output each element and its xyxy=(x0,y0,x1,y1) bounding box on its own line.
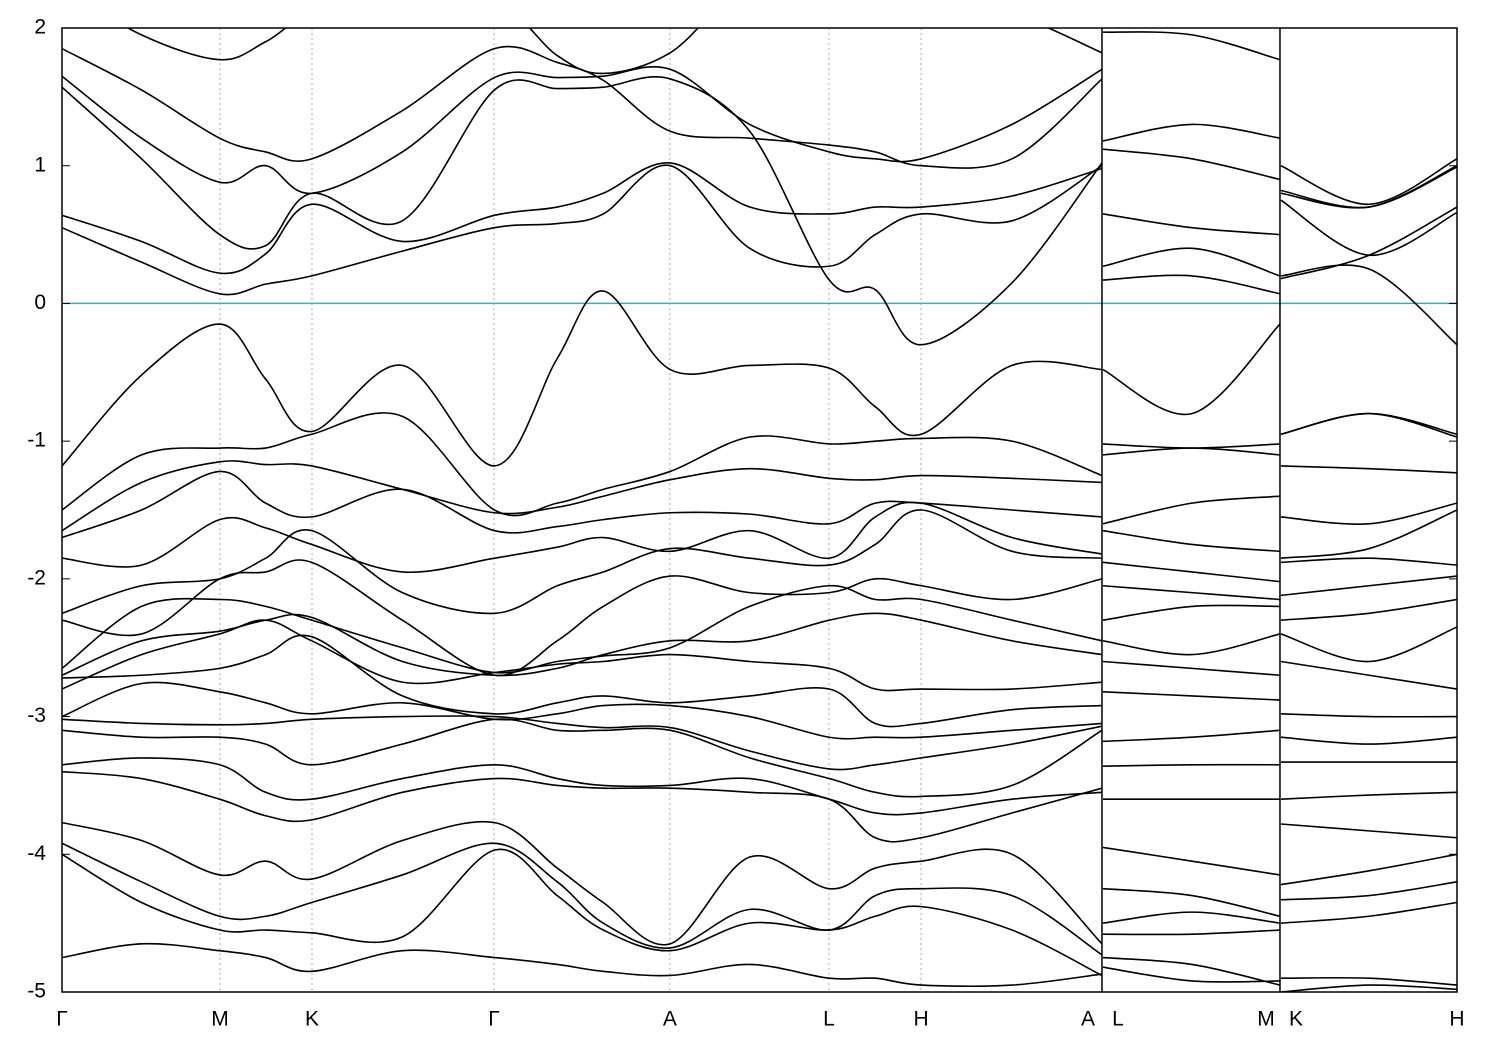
band-line xyxy=(62,447,1457,532)
x-tick-label: A xyxy=(1081,1008,1095,1031)
band-line xyxy=(62,162,1457,275)
x-tick-label: L xyxy=(1112,1008,1124,1031)
x-tick-label: H xyxy=(913,1008,928,1031)
x-tick-label: M xyxy=(1257,1008,1275,1031)
y-tick-label: -3 xyxy=(27,704,46,727)
band-line xyxy=(62,757,1457,876)
band-line xyxy=(62,619,1457,692)
band-line xyxy=(62,942,1457,992)
band-line xyxy=(62,509,1457,615)
x-tick-label: K xyxy=(1289,1008,1303,1031)
band-line xyxy=(62,842,1457,956)
band-line xyxy=(62,820,1457,946)
band-line xyxy=(62,718,1457,801)
band-layer xyxy=(62,28,1457,992)
x-tick-label: K xyxy=(305,1008,319,1031)
band-line xyxy=(62,634,1457,728)
x-tick-label: H xyxy=(1449,1008,1464,1031)
x-tick-label: Γ xyxy=(488,1008,500,1031)
band-line xyxy=(62,559,1457,677)
y-tick-label: -4 xyxy=(27,842,46,865)
y-tick-label: -1 xyxy=(27,429,46,452)
x-tick-label: M xyxy=(211,1008,229,1031)
y-tick-label: -5 xyxy=(27,980,46,1003)
band-line xyxy=(126,28,1457,209)
x-tick-label: A xyxy=(663,1008,677,1031)
x-tick-label: Γ xyxy=(56,1008,68,1031)
y-tick-label: 1 xyxy=(34,153,46,176)
y-tick-label: 0 xyxy=(34,291,46,314)
band-line xyxy=(62,770,1457,918)
y-tick-label: 2 xyxy=(34,16,46,39)
y-tick-label: -2 xyxy=(27,566,46,589)
band-line xyxy=(62,681,1457,745)
band-line xyxy=(62,584,1457,674)
band-line xyxy=(62,76,1457,346)
band-line xyxy=(62,848,1457,986)
band-line xyxy=(62,715,1457,771)
band-line xyxy=(62,501,1457,574)
x-tick-label: L xyxy=(823,1008,835,1031)
plot-frame xyxy=(61,27,1458,993)
band-line xyxy=(62,470,1457,539)
